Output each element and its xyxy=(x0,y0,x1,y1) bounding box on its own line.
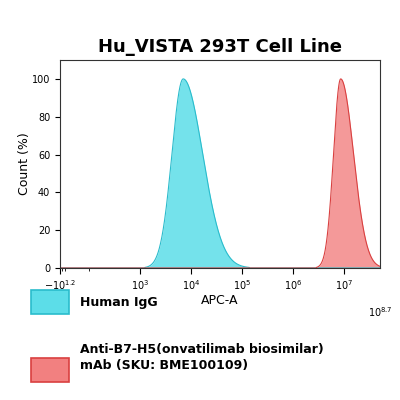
Y-axis label: Count (%): Count (%) xyxy=(18,133,30,195)
FancyBboxPatch shape xyxy=(31,358,69,382)
Text: Anti-B7-H5(onvatilimab biosimilar)
mAb (SKU: BME100109): Anti-B7-H5(onvatilimab biosimilar) mAb (… xyxy=(80,343,324,372)
Text: $10^{8.7}$: $10^{8.7}$ xyxy=(368,306,392,319)
Title: Hu_VISTA 293T Cell Line: Hu_VISTA 293T Cell Line xyxy=(98,38,342,56)
X-axis label: APC-A: APC-A xyxy=(201,294,239,307)
FancyBboxPatch shape xyxy=(31,290,69,314)
Text: Human IgG: Human IgG xyxy=(80,296,158,309)
